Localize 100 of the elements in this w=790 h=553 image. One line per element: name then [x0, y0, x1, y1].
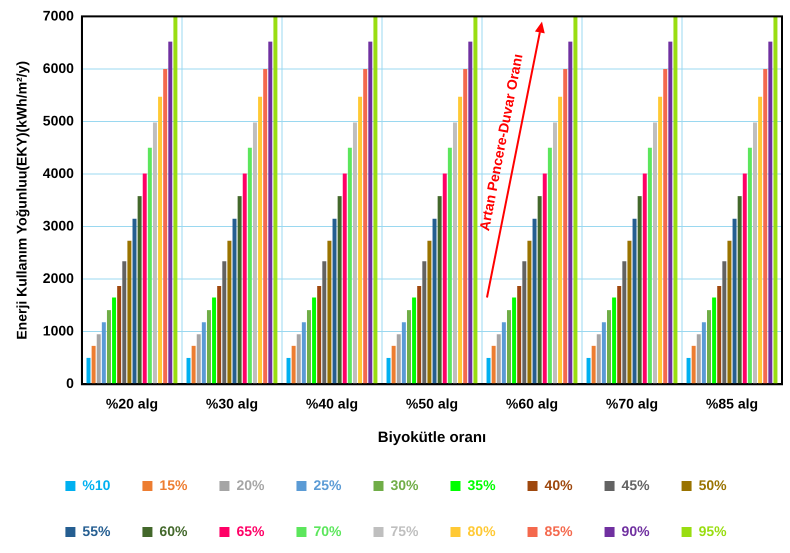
bar	[712, 298, 716, 384]
bar	[738, 196, 742, 384]
bar	[127, 240, 132, 384]
bar	[163, 68, 168, 384]
bar	[558, 96, 562, 384]
bar	[342, 174, 347, 384]
bar	[392, 346, 396, 384]
bar	[358, 96, 362, 384]
bar	[753, 122, 757, 384]
bar	[417, 286, 422, 384]
bar	[252, 122, 257, 384]
bar	[296, 334, 301, 384]
bar	[292, 346, 296, 384]
bar	[348, 148, 352, 384]
legend-label: 75%	[390, 522, 420, 539]
bar	[617, 286, 622, 384]
bar	[627, 240, 632, 384]
bar	[492, 346, 496, 384]
bar	[696, 334, 701, 384]
bar	[427, 240, 432, 384]
bar	[173, 16, 178, 384]
bar	[412, 298, 416, 384]
legend-label: 70%	[313, 522, 342, 539]
bar	[273, 16, 278, 384]
bar	[506, 310, 511, 384]
bar	[632, 218, 637, 384]
bar	[717, 286, 722, 384]
bar	[158, 96, 162, 384]
bar	[692, 346, 696, 384]
bar	[552, 122, 557, 384]
bar	[702, 322, 706, 384]
legend-label: 45%	[622, 476, 650, 493]
bar	[592, 346, 596, 384]
legend-label: 90%	[622, 522, 650, 539]
bar	[368, 42, 372, 384]
bar	[732, 218, 737, 384]
bar	[192, 346, 196, 384]
bar	[142, 174, 147, 384]
bar	[212, 298, 216, 384]
bar	[768, 42, 772, 384]
bar	[306, 310, 311, 384]
x-tick-label: %70 alg	[606, 395, 658, 412]
bar	[322, 261, 326, 384]
legend-label: 65%	[236, 522, 266, 539]
x-tick-label: %60 alg	[506, 395, 558, 412]
bar	[312, 298, 316, 384]
x-tick-label: %30 alg	[206, 395, 258, 412]
bar	[86, 358, 90, 384]
bar	[373, 16, 378, 384]
bar	[258, 96, 262, 384]
legend-label: 25%	[313, 476, 342, 493]
y-tick-label: 1000	[42, 322, 74, 339]
bar	[96, 334, 101, 384]
bar	[586, 358, 591, 384]
bar	[458, 96, 462, 384]
bar	[432, 218, 437, 384]
bar	[568, 42, 572, 384]
bar	[138, 196, 142, 384]
bar	[573, 16, 578, 384]
y-tick-label: 2000	[42, 270, 74, 286]
y-tick-label: 5000	[42, 112, 74, 128]
bar	[663, 68, 668, 384]
legend-label: 50%	[698, 476, 728, 493]
bar	[606, 310, 611, 384]
x-tick-label: %40 alg	[306, 395, 358, 412]
bar	[186, 358, 190, 384]
bar	[202, 322, 206, 384]
x-tick-label: %85 alg	[706, 395, 758, 412]
bar	[773, 16, 778, 384]
bar	[542, 174, 547, 384]
bar	[517, 286, 522, 384]
bar	[532, 218, 537, 384]
bar	[673, 16, 678, 384]
bar	[758, 96, 762, 384]
bar	[448, 148, 452, 384]
bar	[352, 122, 357, 384]
bar	[763, 68, 768, 384]
bar	[286, 358, 291, 384]
bar	[512, 298, 516, 384]
bar	[302, 322, 306, 384]
legend-label: 60%	[159, 522, 188, 539]
bar	[622, 261, 626, 384]
bar	[132, 218, 136, 384]
bar	[748, 148, 752, 384]
y-tick-label: 6000	[42, 60, 74, 76]
x-tick-label: %20 alg	[106, 395, 158, 412]
bar	[402, 322, 406, 384]
y-tick-label: 3000	[42, 217, 74, 234]
legend-label: 80%	[468, 522, 496, 539]
bar	[452, 122, 457, 384]
x-axis-title: Biyokütle oranı	[378, 429, 486, 446]
bar	[232, 218, 237, 384]
legend-label: 30%	[390, 476, 420, 493]
bar	[196, 334, 201, 384]
legend-label: 85%	[544, 522, 574, 539]
bar	[406, 310, 411, 384]
bar	[117, 286, 122, 384]
bar	[502, 322, 506, 384]
legend-label: %10	[82, 476, 111, 493]
bar	[438, 196, 442, 384]
